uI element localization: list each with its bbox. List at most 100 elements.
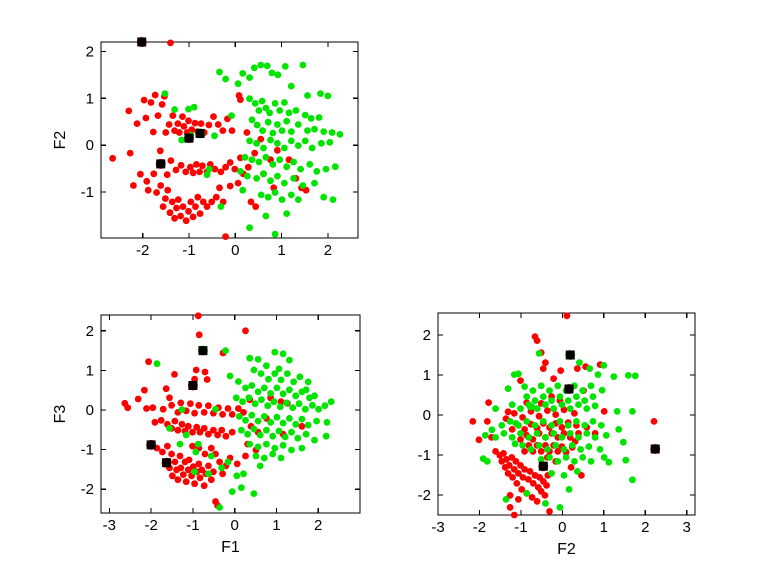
data-point-green bbox=[232, 394, 240, 402]
data-point-green bbox=[246, 74, 254, 81]
y-tick-label: 1 bbox=[423, 367, 431, 384]
data-point-green bbox=[257, 61, 265, 69]
highlight-square-marker bbox=[184, 133, 194, 143]
data-point-green bbox=[224, 458, 232, 466]
data-point-red bbox=[485, 399, 492, 406]
data-point-red bbox=[194, 312, 202, 320]
data-point-green bbox=[271, 189, 279, 196]
data-point-green bbox=[263, 62, 271, 70]
y-tick-label: -2 bbox=[418, 487, 431, 504]
highlight-square-marker bbox=[195, 128, 205, 138]
data-point-green bbox=[481, 432, 489, 439]
data-point-green bbox=[589, 418, 597, 425]
data-point-green bbox=[262, 212, 270, 220]
highlight-square-marker bbox=[156, 159, 166, 169]
data-point-green bbox=[260, 413, 268, 420]
data-point-green bbox=[267, 177, 274, 185]
data-point-green bbox=[176, 440, 184, 448]
data-point-red bbox=[195, 460, 203, 468]
data-point-green bbox=[253, 139, 260, 147]
data-point-green bbox=[166, 424, 173, 432]
data-point-green bbox=[287, 137, 295, 145]
data-point-red bbox=[544, 407, 551, 414]
data-point-red bbox=[205, 121, 213, 129]
data-point-green bbox=[564, 422, 572, 429]
data-point-green bbox=[523, 490, 531, 497]
data-point-green bbox=[560, 472, 568, 479]
data-point-green bbox=[301, 137, 309, 145]
data-point-red bbox=[185, 456, 193, 464]
data-point-red bbox=[195, 401, 203, 409]
data-point-red bbox=[201, 368, 209, 376]
data-point-red bbox=[539, 365, 547, 372]
data-point-green bbox=[182, 431, 190, 439]
data-point-green bbox=[304, 92, 311, 99]
data-point-red bbox=[503, 456, 510, 463]
data-point-red bbox=[177, 399, 185, 407]
data-point-green bbox=[153, 360, 161, 368]
y-tick-label: 1 bbox=[86, 90, 94, 107]
x-tick-label: -2 bbox=[144, 517, 157, 534]
data-point-green bbox=[238, 426, 245, 434]
data-point-green bbox=[171, 106, 179, 113]
data-point-red bbox=[168, 450, 176, 458]
data-point-red bbox=[219, 470, 227, 478]
y-tick-label: -1 bbox=[81, 442, 94, 459]
data-point-green bbox=[292, 420, 300, 428]
data-point-green bbox=[585, 443, 593, 450]
data-point-red bbox=[517, 436, 524, 443]
data-point-green bbox=[558, 434, 566, 441]
data-point-green bbox=[548, 470, 555, 477]
data-point-red bbox=[174, 476, 182, 484]
data-point-red bbox=[157, 416, 165, 424]
data-point-red bbox=[205, 402, 212, 410]
data-point-green bbox=[311, 125, 318, 133]
data-point-green bbox=[583, 430, 591, 437]
data-point-green bbox=[290, 158, 297, 166]
data-point-red bbox=[208, 198, 216, 206]
data-point-green bbox=[294, 121, 302, 128]
data-point-green bbox=[274, 121, 281, 128]
data-point-green bbox=[294, 142, 302, 150]
data-point-red bbox=[203, 376, 211, 383]
data-point-green bbox=[544, 446, 551, 453]
data-point-green bbox=[299, 182, 307, 189]
data-point-green bbox=[556, 504, 564, 511]
data-point-red bbox=[512, 458, 520, 465]
data-point-green bbox=[605, 458, 613, 466]
data-point-red bbox=[218, 426, 226, 434]
data-point-red bbox=[196, 168, 204, 176]
data-point-green bbox=[251, 400, 259, 408]
data-point-green bbox=[290, 378, 297, 386]
data-point-green bbox=[298, 444, 306, 452]
data-point-green bbox=[535, 442, 543, 449]
data-point-green bbox=[283, 370, 291, 377]
data-point-red bbox=[175, 129, 183, 136]
data-point-green bbox=[263, 440, 270, 448]
x-tick-label: 2 bbox=[641, 519, 649, 536]
data-point-green bbox=[297, 165, 304, 173]
data-point-green bbox=[320, 128, 328, 136]
data-point-green bbox=[244, 430, 252, 438]
data-point-red bbox=[212, 193, 220, 201]
data-point-green bbox=[263, 426, 270, 434]
data-point-red bbox=[247, 198, 255, 206]
data-point-red bbox=[196, 474, 204, 482]
data-point-red bbox=[125, 107, 133, 115]
data-point-green bbox=[318, 139, 325, 147]
data-point-red bbox=[171, 371, 178, 378]
data-point-green bbox=[276, 403, 284, 411]
y-tick-label: -2 bbox=[81, 481, 94, 498]
x-tick-label: 3 bbox=[683, 519, 691, 536]
data-point-green bbox=[190, 103, 198, 111]
data-point-red bbox=[216, 458, 224, 466]
data-point-green bbox=[281, 144, 288, 152]
data-point-green bbox=[600, 362, 608, 369]
data-point-green bbox=[542, 500, 549, 507]
data-point-green bbox=[279, 419, 287, 427]
x-axis-label: F1 bbox=[221, 539, 240, 556]
data-point-red bbox=[509, 474, 516, 481]
data-point-red bbox=[567, 464, 575, 471]
data-point-green bbox=[552, 442, 560, 449]
